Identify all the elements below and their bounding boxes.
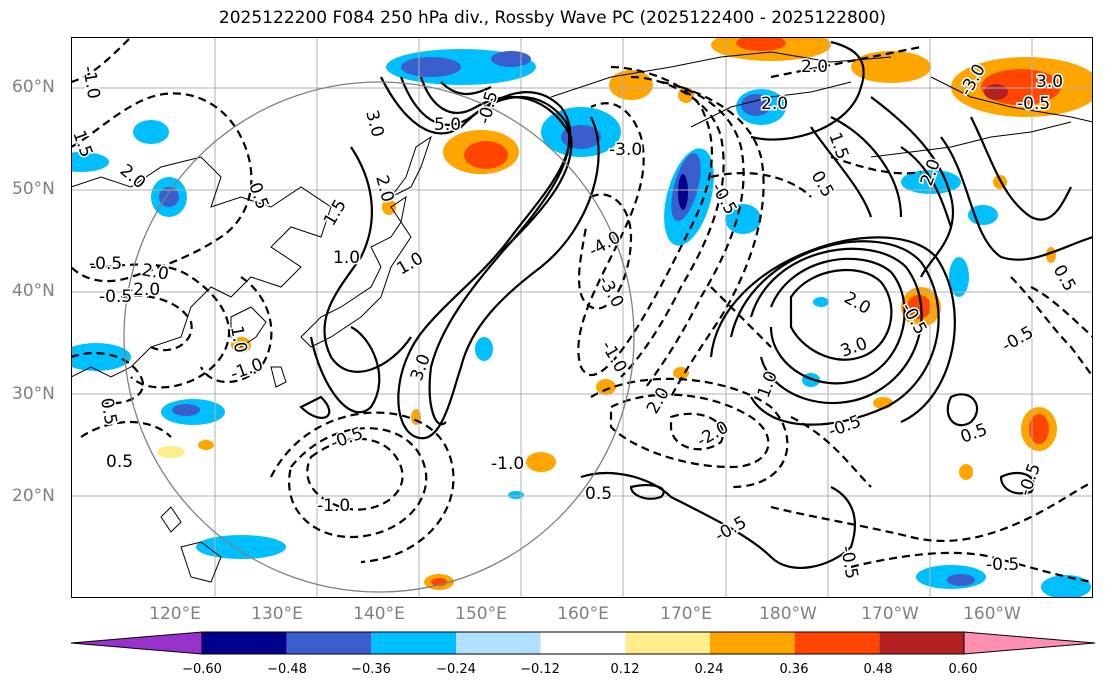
lat-label-40n: 40°N [12, 281, 55, 301]
contour-label: -2.0 [127, 280, 160, 300]
contour-label: -0.5 [986, 555, 1019, 575]
colorbar-extend-low [70, 631, 203, 655]
contour-label: -0.5 [1017, 94, 1050, 114]
colorbar-tick: 0.12 [610, 662, 640, 677]
negative-contours [71, 37, 1093, 584]
colorbar-segment [710, 632, 795, 654]
contour-label: 0.5 [585, 484, 612, 504]
contour-label: 2.0 [801, 57, 828, 77]
reference-circle [123, 81, 635, 593]
contour-label: 2.0 [761, 94, 788, 114]
contour-label: 5.0 [434, 115, 461, 135]
positive-contours [299, 40, 1093, 569]
colorbar-tick: −0.48 [267, 662, 307, 677]
colorbar-segments [70, 631, 1096, 655]
contour-label: -0.5 [89, 254, 122, 274]
colorbar-outline [201, 631, 965, 655]
colorbar-segment [456, 632, 541, 654]
map-plot-area: -1.0 1.5 2.0 0.5 -0.5 2.0 -2.0 -0.5 1.0 … [71, 37, 1093, 598]
colorbar-extend-high [963, 631, 1096, 655]
lon-label-150e: 150°E [455, 604, 507, 624]
map-title: 2025122200 F084 250 hPa div., Rossby Wav… [218, 8, 887, 28]
graticule [71, 37, 1093, 598]
colorbar-tick: −0.60 [182, 662, 222, 677]
colorbar-segment [371, 632, 456, 654]
contour-label: 0.5 [96, 396, 120, 426]
lat-label-50n: 50°N [12, 179, 55, 199]
colorbar-segment [794, 632, 880, 654]
colorbar-tick: 0.60 [948, 662, 978, 677]
contour-label: -1.0 [317, 496, 350, 516]
lat-label-30n: 30°N [12, 384, 55, 404]
contour-label: -3.0 [609, 140, 642, 160]
colorbar-segment [286, 632, 372, 654]
coastlines [71, 51, 1093, 583]
lon-label-170w: 170°W [861, 604, 919, 624]
colorbar-segment [625, 632, 710, 654]
contour-label: 1.0 [333, 248, 360, 268]
colorbar [70, 631, 1096, 655]
lon-label-130e: 130°E [251, 604, 303, 624]
contour-label: -0.5 [99, 287, 132, 307]
contour-label: -1.0 [491, 454, 524, 474]
contour-label: 0.5 [106, 452, 133, 472]
lat-label-60n: 60°N [12, 77, 55, 97]
contour-label: 3.0 [1036, 72, 1063, 92]
lon-label-160e: 160°E [557, 604, 609, 624]
contour-label: 2.0 [140, 260, 170, 284]
colorbar-tick: −0.36 [351, 662, 391, 677]
lat-label-20n: 20°N [12, 486, 55, 506]
colorbar-segment [202, 632, 287, 654]
colorbar-tick: 0.48 [863, 662, 893, 677]
lon-label-160w: 160°W [963, 604, 1021, 624]
map-frame [71, 37, 1093, 598]
colorbar-tick: −0.12 [520, 662, 560, 677]
colorbar-tick: −0.24 [436, 662, 476, 677]
colorbar-segment [540, 632, 626, 654]
lon-label-170e: 170°E [660, 604, 712, 624]
colorbar-tick: 0.24 [694, 662, 724, 677]
lon-label-120e: 120°E [149, 604, 201, 624]
lon-label-140e: 140°E [353, 604, 405, 624]
colorbar-segment [879, 632, 964, 654]
lon-label-180w: 180°W [759, 604, 817, 624]
colorbar-tick: 0.36 [779, 662, 809, 677]
